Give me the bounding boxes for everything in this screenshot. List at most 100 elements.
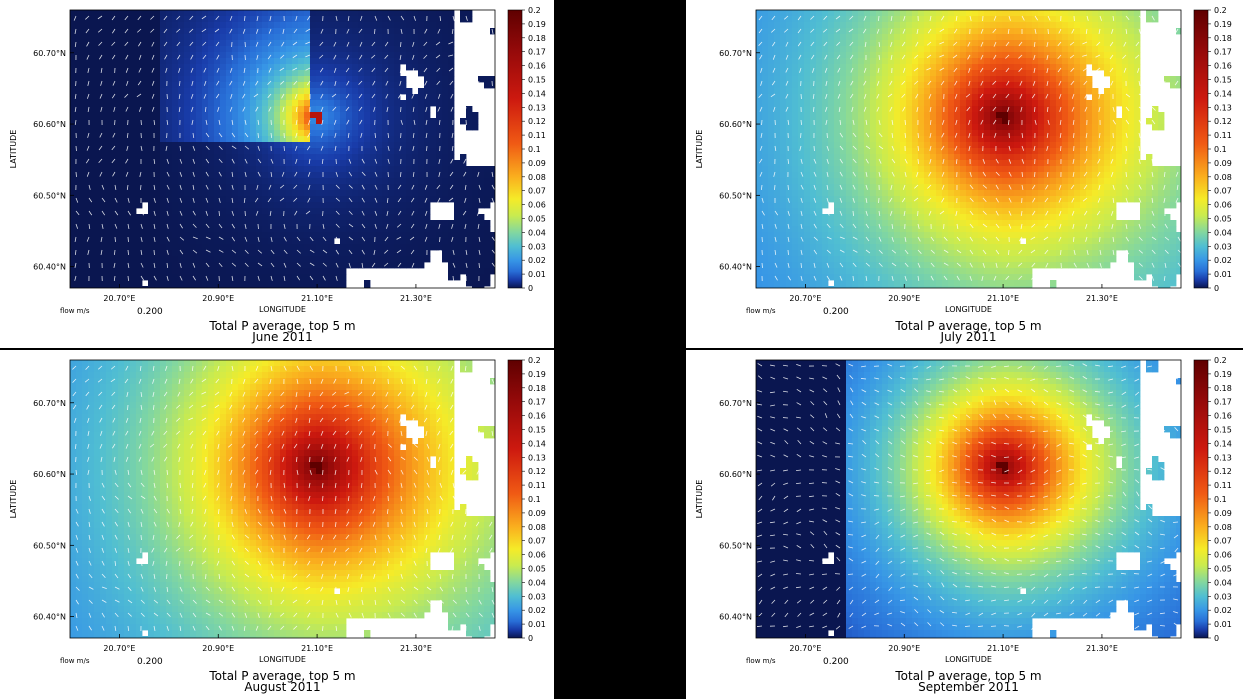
colorbar-tick-label: 0.02 — [1214, 256, 1232, 265]
colorbar-tick-label: 0.04 — [528, 578, 546, 587]
x-tick-label: 20.90°E — [888, 294, 920, 303]
vector-legend-label: flow m/s — [60, 307, 90, 315]
colorbar-tick-label: 0.03 — [528, 592, 546, 601]
x-axis-label: LONGITUDE — [945, 655, 992, 664]
colorbar-tick-label: 0.09 — [528, 159, 546, 168]
y-tick-label: 60.50°N — [33, 191, 66, 200]
concentration-field — [756, 10, 1181, 288]
x-tick-label: 20.90°E — [202, 644, 234, 653]
colorbar-tick-label: 0.04 — [1214, 578, 1232, 587]
colorbar-tick-label: 0.2 — [1214, 356, 1227, 365]
colorbar-tick-label: 0.01 — [1214, 620, 1232, 629]
colorbar-tick-label: 0.17 — [1214, 398, 1232, 407]
colorbar-tick-label: 0.02 — [528, 606, 546, 615]
colorbar-tick-label: 0.07 — [528, 537, 546, 546]
colorbar-tick-label: 0.13 — [1214, 453, 1232, 462]
y-axis-label: LATITUDE — [9, 130, 18, 169]
colorbar-tick-label: 0.07 — [528, 187, 546, 196]
vector-scale: 0.200 — [137, 307, 163, 317]
colorbar-tick-label: 0.08 — [1214, 523, 1232, 532]
colorbar-tick-label: 0.14 — [1214, 439, 1232, 448]
colorbar-tick-label: 0.17 — [1214, 48, 1232, 57]
colorbar-tick-label: 0.03 — [1214, 242, 1232, 251]
y-tick-label: 60.40°N — [719, 263, 752, 272]
y-tick-label: 60.50°N — [719, 541, 752, 550]
colorbar-tick-label: 0.04 — [1214, 228, 1232, 237]
colorbar-tick-label: 0.11 — [528, 131, 546, 140]
chart-subtitle: July 2011 — [940, 330, 997, 344]
chart-title: Total P average, top 5 m — [208, 669, 355, 683]
x-tick-label: 21.10°E — [987, 644, 1019, 653]
colorbar-tick-label: 0.19 — [528, 370, 546, 379]
colorbar-tick-label: 0.03 — [1214, 592, 1232, 601]
vector-legend-label: flow m/s — [746, 657, 776, 665]
colorbar-tick-label: 0.18 — [528, 384, 546, 393]
colorbar-tick-label: 0.02 — [528, 256, 546, 265]
colorbar-tick-label: 0.1 — [1214, 145, 1227, 154]
colorbar-tick-label: 0.11 — [528, 481, 546, 490]
colorbar-tick-label: 0.12 — [1214, 117, 1232, 126]
colorbar-tick-label: 0.05 — [528, 215, 546, 224]
colorbar-tick-label: 0.04 — [528, 228, 546, 237]
vector-scale: 0.200 — [137, 657, 163, 667]
panel-september: 60.70°N 60.60°N 60.50°N 60.40°N 20.70°E 20.90… — [686, 350, 1243, 699]
y-axis-label: LATITUDE — [695, 480, 704, 519]
vector-scale: 0.200 — [823, 307, 849, 317]
colorbar-tick-label: 0.01 — [1214, 270, 1232, 279]
y-tick-label: 60.40°N — [33, 613, 66, 622]
y-tick-label: 60.50°N — [719, 191, 752, 200]
colorbar-tick-label: 0.13 — [1214, 103, 1232, 112]
y-tick-label: 60.40°N — [719, 613, 752, 622]
x-tick-label: 20.90°E — [202, 294, 234, 303]
colorbar-tick-label: 0 — [528, 284, 533, 293]
y-tick-label: 60.70°N — [719, 399, 752, 408]
colorbar-tick-label: 0.14 — [1214, 89, 1232, 98]
colorbar-tick-label: 0.11 — [1214, 131, 1232, 140]
x-tick-label: 20.90°E — [888, 644, 920, 653]
panel-august: 60.70°N 60.60°N 60.50°N 60.40°N 20.70°E 20.90… — [0, 350, 554, 699]
x-tick-label: 21.30°E — [1086, 294, 1118, 303]
colorbar-tick-label: 0.1 — [528, 145, 541, 154]
x-tick-label: 20.70°E — [103, 644, 135, 653]
colorbar-tick-label: 0.09 — [1214, 509, 1232, 518]
plot-frame — [755, 359, 1182, 639]
colorbar-tick-label: 0.05 — [1214, 215, 1232, 224]
colorbar-tick-label: 0.06 — [1214, 201, 1232, 210]
x-axis-label: LONGITUDE — [259, 655, 306, 664]
colorbar-tick-label: 0.03 — [528, 242, 546, 251]
colorbar-tick-label: 0.12 — [528, 117, 546, 126]
x-tick-label: 20.70°E — [789, 294, 821, 303]
colorbar-tick-label: 0 — [528, 634, 533, 643]
vector-legend-label: flow m/s — [746, 307, 776, 315]
colorbar-tick-label: 0.08 — [528, 523, 546, 532]
flow-vectors — [758, 15, 1181, 282]
chart-september: 60.70°N 60.60°N 60.50°N 60.40°N 20.70°E 20.90… — [695, 356, 1232, 694]
y-tick-label: 60.70°N — [33, 399, 66, 408]
chart-subtitle: August 2011 — [244, 680, 320, 694]
y-axis-label: LATITUDE — [9, 480, 18, 519]
colorbar-tick-label: 0.2 — [528, 356, 541, 365]
colorbar — [507, 359, 523, 639]
colorbar-tick-label: 0.13 — [528, 103, 546, 112]
flow-vectors — [72, 365, 495, 632]
colorbar-tick-label: 0.02 — [1214, 606, 1232, 615]
x-tick-label: 21.30°E — [1086, 644, 1118, 653]
x-tick-label: 21.10°E — [987, 294, 1019, 303]
colorbar-tick-label: 0.13 — [528, 453, 546, 462]
colorbar-tick-label: 0.16 — [528, 62, 546, 71]
colorbar-tick-label: 0.17 — [528, 48, 546, 57]
colorbar-tick-label: 0.15 — [528, 76, 546, 85]
plot-frame — [755, 9, 1182, 289]
colorbar-tick-label: 0.16 — [1214, 62, 1232, 71]
colorbar-tick-label: 0.05 — [1214, 565, 1232, 574]
colorbar-tick-label: 0.2 — [528, 6, 541, 15]
colorbar — [1193, 9, 1209, 289]
flow-vectors — [73, 15, 495, 282]
colorbar-tick-label: 0.01 — [528, 620, 546, 629]
chart-subtitle: June 2011 — [251, 330, 313, 344]
colorbar-tick-label: 0.1 — [528, 495, 541, 504]
colorbar-tick-label: 0.08 — [528, 173, 546, 182]
colorbar-tick-label: 0.15 — [1214, 76, 1232, 85]
colorbar-tick-label: 0.14 — [528, 439, 546, 448]
y-tick-label: 60.50°N — [33, 541, 66, 550]
